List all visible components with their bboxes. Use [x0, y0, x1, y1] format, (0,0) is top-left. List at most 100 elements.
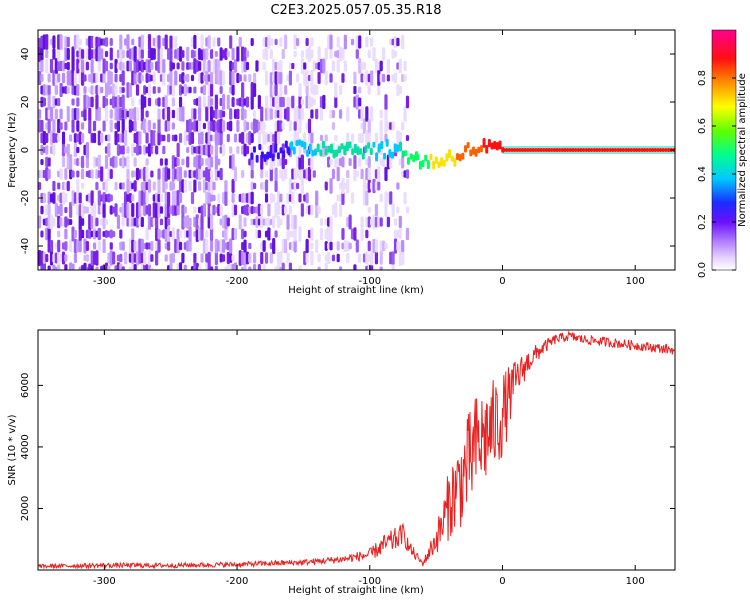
trace-segment [263, 153, 267, 163]
spectrogram-cell [298, 118, 302, 134]
spectrogram-cell [121, 266, 125, 270]
spectrogram-cell [374, 132, 379, 144]
spectrogram-cell [57, 97, 61, 107]
spectrogram-cell [377, 84, 381, 96]
spectrogram-cell [104, 50, 109, 58]
spectrogram-cell [393, 218, 398, 226]
spectrogram-cell [305, 37, 309, 47]
spectrogram-cell [166, 241, 171, 251]
spectrogram-cell [281, 96, 285, 108]
trace-segment [421, 159, 425, 168]
spectrogram-cell [391, 202, 395, 218]
spectrogram-cell [49, 240, 54, 252]
spectrogram-cell [229, 60, 233, 72]
spectrogram-cell [104, 230, 109, 238]
spectrogram-cell [150, 266, 154, 270]
spectrogram-cell [57, 182, 61, 190]
trace-segment [466, 141, 470, 149]
spectrogram-cell [310, 49, 314, 59]
spectrogram-cell [38, 215, 42, 229]
spectrogram-cell [80, 70, 85, 86]
spectrogram-cell [97, 85, 101, 95]
spectrogram-cell [403, 192, 407, 204]
trace-segment [487, 138, 491, 148]
trace-segment [343, 145, 347, 156]
spectrogram-cell [198, 181, 202, 191]
spectrogram-cell [178, 46, 183, 62]
spectrogram-cell [229, 108, 233, 120]
spectrogram-cell [209, 71, 214, 85]
spectrogram-cell [47, 191, 51, 205]
spectrogram-cell [207, 142, 211, 158]
spectrogram-cell [243, 59, 247, 73]
spectrogram-cell [104, 218, 109, 226]
spectrogram-cell [221, 70, 226, 86]
spectrogram-cell [166, 168, 171, 180]
spectrogram-cell [71, 58, 75, 74]
trace-segment [345, 141, 349, 152]
spectrogram-cell [391, 264, 395, 270]
spectrogram-cell [128, 181, 132, 191]
spectrogram-cell [293, 50, 297, 58]
spectrogram-cell [262, 121, 266, 131]
spectrogram-cell [300, 98, 304, 106]
spectrogram-cell [95, 250, 99, 266]
spectrogram-cell [133, 180, 137, 192]
spectrogram-cell [73, 70, 78, 86]
spectrogram-cell [238, 36, 242, 48]
spectrogram-cell [305, 192, 309, 204]
spectrogram-cell [121, 62, 125, 70]
trace-segment [337, 146, 341, 154]
spectrogram-cell [207, 166, 211, 182]
spectrogram-cell [145, 110, 149, 118]
spectrogram-cell [341, 156, 345, 168]
spectrogram-cell [319, 218, 324, 226]
spectrogram-cell [355, 49, 359, 59]
spectrogram-cell [274, 230, 278, 238]
spectrogram-cell [171, 253, 175, 263]
spectrogram-cell [147, 97, 152, 107]
spectrogram-cell [190, 131, 195, 145]
spectrogram-cell [322, 94, 326, 110]
spectrogram-cell [64, 228, 68, 240]
spectrogram-cell [47, 85, 51, 95]
spectrogram-cell [104, 179, 109, 193]
spectrogram-cell [236, 72, 240, 84]
spectrogram-cell [405, 227, 410, 241]
trace-segment [332, 149, 336, 159]
spectrogram-cell [379, 60, 383, 72]
spectrogram-cell [257, 95, 261, 109]
spectrogram-cell [178, 166, 183, 182]
spectrogram-cell [109, 229, 113, 239]
trace-segment [490, 142, 494, 150]
spectrogram-cell [198, 266, 202, 270]
spectrogram-cell [183, 264, 187, 270]
spectrogram-cell [269, 131, 273, 145]
spectrogram-cell [176, 238, 180, 254]
spectrogram-cell [229, 238, 233, 254]
spectrogram-cell [231, 47, 235, 61]
spectrogram-cell [379, 109, 383, 119]
spectrogram-cell [205, 239, 209, 253]
spectrogram-cell [157, 130, 161, 146]
spectrogram-cell [336, 166, 340, 182]
spectrogram-cell [200, 72, 204, 84]
spectrogram-cell [47, 204, 51, 216]
spectrogram-cell [97, 37, 101, 47]
spectrogram-cell [92, 242, 97, 250]
spectrogram-cell [49, 250, 54, 266]
spectrogram-cell [145, 227, 149, 241]
spectrogram-cell [238, 74, 242, 82]
spectrogram-cell [97, 60, 101, 72]
spectrogram-cell [190, 145, 195, 155]
spectrogram-cell [226, 50, 230, 58]
trace-segment [252, 146, 256, 153]
spectrogram-cell [133, 46, 137, 62]
spectrogram-cell [176, 142, 180, 158]
spectrogram-cell [236, 119, 240, 133]
trace-segment [290, 141, 294, 151]
spectrogram-cell [78, 38, 82, 46]
spectrogram-cell [305, 70, 309, 86]
spectrogram-cell [64, 264, 68, 270]
